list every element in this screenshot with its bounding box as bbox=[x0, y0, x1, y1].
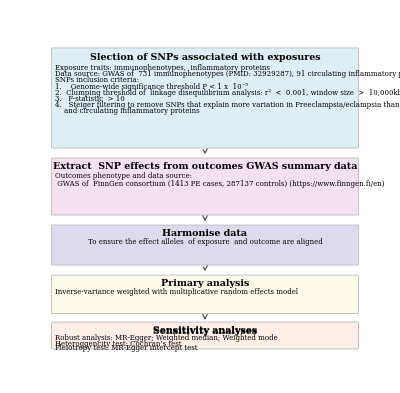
FancyBboxPatch shape bbox=[52, 225, 358, 265]
Text: Sensitivity analyses: Sensitivity analyses bbox=[153, 327, 257, 336]
Text: Primary analysis: Primary analysis bbox=[161, 279, 249, 288]
Text: and circulating inflammatory proteins: and circulating inflammatory proteins bbox=[55, 107, 199, 115]
Text: Outcomes phenotype and data source:: Outcomes phenotype and data source: bbox=[55, 172, 192, 180]
Text: Heteroggencity test: Cochran’s test: Heteroggencity test: Cochran’s test bbox=[55, 340, 181, 348]
Text: 3.   F-statistic  > 10: 3. F-statistic > 10 bbox=[55, 95, 124, 103]
Text: Robust analysis: MR-Egger; Weighted median; Weighted mode: Robust analysis: MR-Egger; Weighted medi… bbox=[55, 334, 278, 342]
Text: 2.  Clumping threshold of  linkage disequilibrium analysis: r²  <  0.001, window: 2. Clumping threshold of linkage disequi… bbox=[55, 89, 400, 97]
FancyBboxPatch shape bbox=[52, 48, 358, 148]
Text: Inverse-variance weighted with multiplicative random effects model: Inverse-variance weighted with multiplic… bbox=[55, 288, 298, 296]
Text: Slection of SNPs associated with exposures: Slection of SNPs associated with exposur… bbox=[90, 53, 320, 62]
Text: Sensitivity analyses: Sensitivity analyses bbox=[153, 326, 257, 335]
FancyBboxPatch shape bbox=[52, 158, 358, 215]
Text: 4.   Steiger filtering to remove SNPs that explain more variation in Preeclampsi: 4. Steiger filtering to remove SNPs that… bbox=[55, 101, 400, 109]
FancyBboxPatch shape bbox=[52, 275, 358, 314]
FancyBboxPatch shape bbox=[52, 322, 358, 349]
Text: Extract  SNP effects from outcomes GWAS summary data: Extract SNP effects from outcomes GWAS s… bbox=[53, 162, 357, 171]
FancyBboxPatch shape bbox=[52, 323, 358, 348]
Text: SNPs inclusion criteria:: SNPs inclusion criteria: bbox=[55, 76, 139, 84]
Text: To ensure the effect alleles  of exposure  and outcome are aligned: To ensure the effect alleles of exposure… bbox=[88, 238, 322, 246]
Text: Exposure traits: immunophenotypes,  inflammatory proteins: Exposure traits: immunophenotypes, infla… bbox=[55, 64, 270, 72]
Text: Data source: GWAS of  731 immunophenotypes (PMID: 32929287), 91 circulating infl: Data source: GWAS of 731 immunophenotype… bbox=[55, 70, 400, 78]
Text: GWAS of  FinnGen consortium (1413 PE cases, 287137 controls) (https://www.finnge: GWAS of FinnGen consortium (1413 PE case… bbox=[55, 180, 384, 187]
Text: 1.    Genome-wide significance threshold P < 1 x  10⁻⁵: 1. Genome-wide significance threshold P … bbox=[55, 83, 248, 90]
Text: Harmonise data: Harmonise data bbox=[162, 229, 248, 238]
Text: Pleiotropy test: MR-Egger intercept test: Pleiotropy test: MR-Egger intercept test bbox=[55, 344, 197, 353]
